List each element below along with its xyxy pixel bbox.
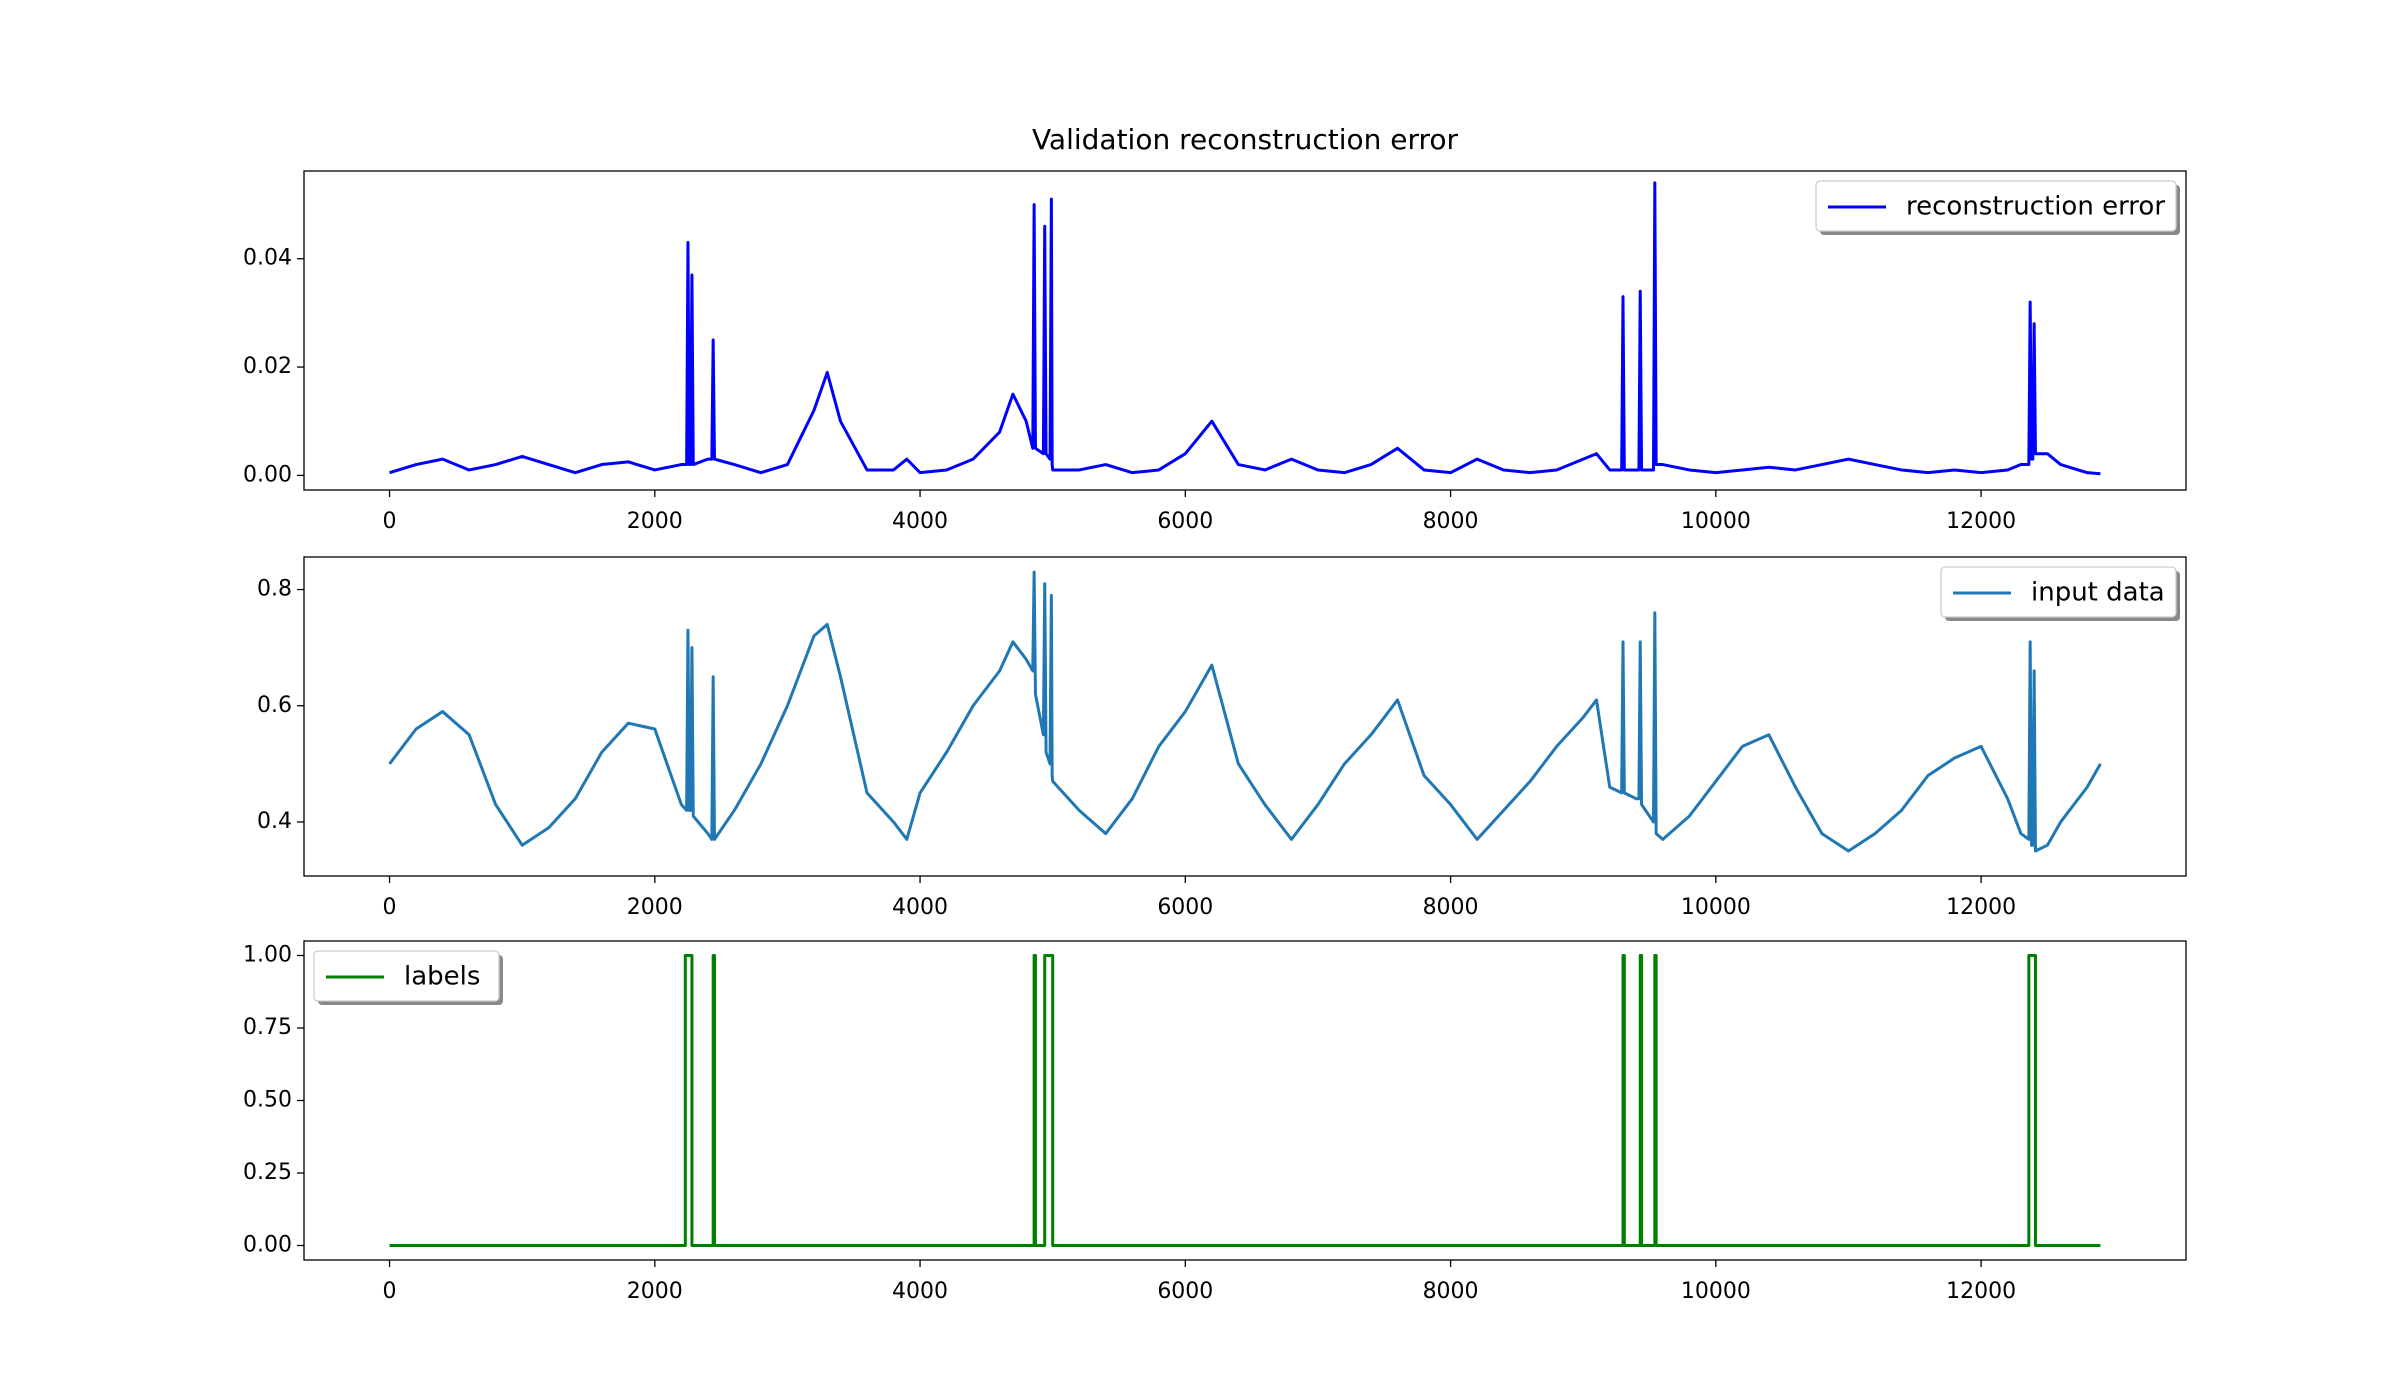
plot-area (389, 954, 2101, 1247)
x-tick-label: 4000 (892, 509, 948, 534)
y-tick-label: 0.02 (243, 354, 292, 379)
data-line (389, 181, 2101, 476)
x-tick-label: 4000 (892, 895, 948, 920)
legend-box (313, 950, 500, 1002)
x-tick-label: 12000 (1946, 895, 2016, 920)
y-tick-label: 1.00 (243, 943, 292, 968)
x-tick-label: 6000 (1157, 895, 1213, 920)
y-tick-label: 0.4 (257, 809, 292, 834)
x-tick-label: 2000 (627, 509, 683, 534)
y-tick-label: 0.00 (243, 462, 292, 487)
x-tick-label: 12000 (1946, 1279, 2016, 1304)
x-tick-label: 4000 (892, 1279, 948, 1304)
plot-area (389, 181, 2101, 476)
x-tick-label: 10000 (1681, 895, 1751, 920)
legend-label: reconstruction error (1906, 192, 2165, 222)
axes-frame (303, 556, 2187, 877)
axes-frame (303, 940, 2187, 1261)
data-line (388, 570, 2102, 853)
data-line (389, 954, 2101, 1247)
x-tick-label: 10000 (1681, 509, 1751, 534)
x-tick-label: 6000 (1157, 1279, 1213, 1304)
y-tick-label: 0.75 (243, 1015, 292, 1040)
x-tick-label: 0 (383, 895, 397, 920)
x-tick-label: 12000 (1946, 509, 2016, 534)
legend-label: labels (404, 962, 480, 992)
y-tick-label: 0.50 (243, 1088, 292, 1113)
legend-box (1815, 180, 2177, 232)
x-tick-label: 10000 (1681, 1279, 1751, 1304)
x-tick-label: 8000 (1423, 509, 1479, 534)
plot-area (388, 570, 2102, 853)
chart-title: Validation reconstruction error (1032, 123, 1459, 156)
x-tick-label: 0 (383, 1279, 397, 1304)
y-tick-label: 0.00 (243, 1233, 292, 1258)
y-tick-label: 0.6 (257, 693, 292, 718)
x-tick-label: 2000 (627, 895, 683, 920)
y-tick-label: 0.04 (243, 246, 292, 271)
legend-box (1940, 566, 2177, 618)
legend-label: input data (2031, 578, 2165, 608)
y-tick-label: 0.25 (243, 1160, 292, 1185)
x-tick-label: 8000 (1423, 895, 1479, 920)
x-tick-label: 8000 (1423, 1279, 1479, 1304)
y-tick-label: 0.8 (257, 577, 292, 602)
x-tick-label: 6000 (1157, 509, 1213, 534)
axes-frame (303, 170, 2187, 491)
x-tick-label: 2000 (627, 1279, 683, 1304)
x-tick-label: 0 (383, 509, 397, 534)
